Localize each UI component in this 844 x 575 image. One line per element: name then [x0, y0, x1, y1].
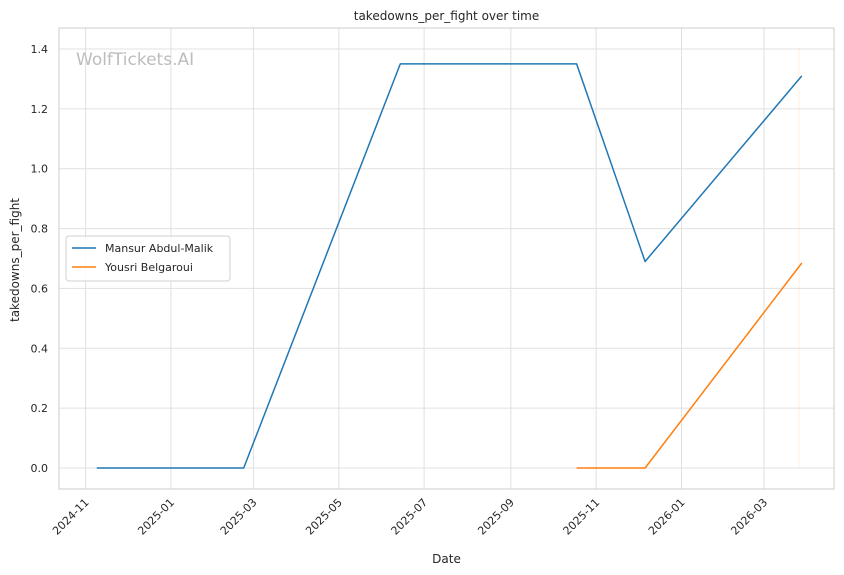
x-axis-label: Date	[432, 552, 461, 566]
y-tick-label: 0.8	[31, 223, 49, 236]
y-tick-labels: 0.0 0.2 0.4 0.6 0.8 1.0 1.2 1.4	[31, 43, 49, 475]
legend-label: Mansur Abdul-Malik	[105, 242, 214, 255]
y-tick-label: 0.0	[31, 462, 49, 475]
legend-label: Yousri Belgaroui	[104, 261, 193, 274]
series-line	[96, 63, 803, 469]
y-tick-label: 1.0	[31, 163, 49, 176]
plot-frame	[58, 27, 835, 490]
legend: Mansur Abdul-Malik Yousri Belgaroui	[65, 235, 231, 282]
y-tick-label: 1.4	[31, 43, 49, 56]
legend-box	[65, 235, 231, 282]
y-axis-label: takedowns_per_fight	[8, 198, 22, 322]
y-tick-label: 0.6	[31, 282, 49, 295]
watermark: WolfTickets.AI	[76, 50, 194, 70]
chart-title: takedowns_per_fight over time	[354, 9, 540, 23]
y-tick-label: 0.4	[31, 342, 49, 355]
y-tick-label: 0.2	[31, 402, 49, 415]
y-tick-label: 1.2	[31, 103, 49, 116]
grid	[59, 28, 834, 489]
series-line	[576, 262, 803, 469]
series-layer	[96, 63, 803, 469]
